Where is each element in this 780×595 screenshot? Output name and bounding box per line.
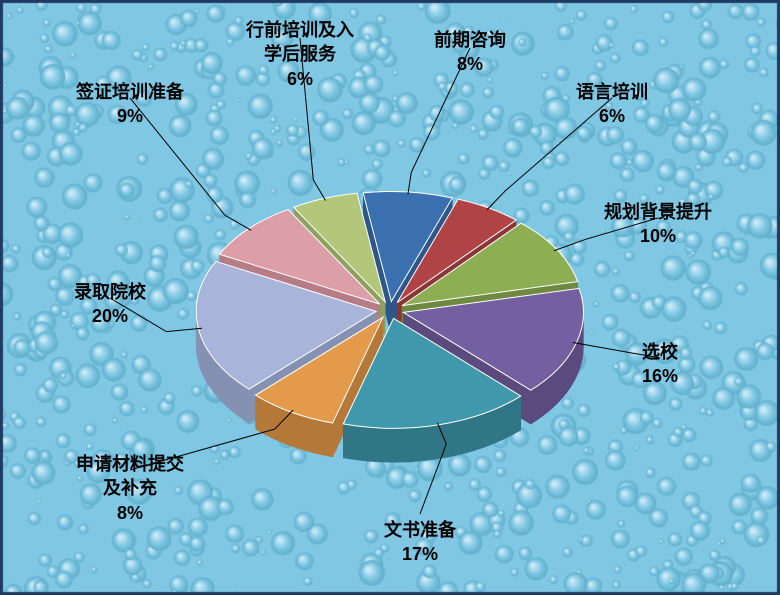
slice-percent: 6% — [190, 67, 410, 91]
slice-name: 录取院校 — [74, 282, 146, 302]
slice-name-line: 行前培训及入 — [246, 20, 354, 40]
slice-name-line: 申请材料提交 — [76, 454, 184, 474]
slice-name-line: 及补充 — [103, 478, 157, 498]
slice-label: 行前培训及入学后服务 6% — [190, 18, 410, 91]
slice-label: 选校16% — [550, 340, 770, 389]
chart-container: 前期咨询8%语言培训6%规划背景提升10%选校16%文书准备17%申请材料提交及… — [0, 0, 780, 595]
slice-label: 规划背景提升10% — [548, 200, 768, 249]
slice-name: 规划背景提升 — [604, 202, 712, 222]
slice-name-line: 学后服务 — [264, 44, 336, 64]
slice-percent: 10% — [548, 224, 768, 248]
slice-percent: 16% — [550, 364, 770, 388]
slice-percent: 8% — [20, 501, 240, 525]
slice-label: 语言培训6% — [502, 80, 722, 129]
slice-label: 录取院校20% — [0, 280, 220, 329]
slice-percent: 9% — [20, 104, 240, 128]
slice-name: 文书准备 — [384, 520, 456, 540]
slice-percent: 6% — [502, 104, 722, 128]
slice-percent: 20% — [0, 304, 220, 328]
slice-label: 申请材料提交及补充 8% — [20, 452, 240, 525]
slice-name: 签证培训准备 — [76, 82, 184, 102]
slice-name: 前期咨询 — [434, 30, 506, 50]
slice-label: 文书准备17% — [310, 518, 530, 567]
slice-name: 选校 — [642, 342, 678, 362]
slice-name: 语言培训 — [576, 82, 648, 102]
slice-percent: 17% — [310, 542, 530, 566]
